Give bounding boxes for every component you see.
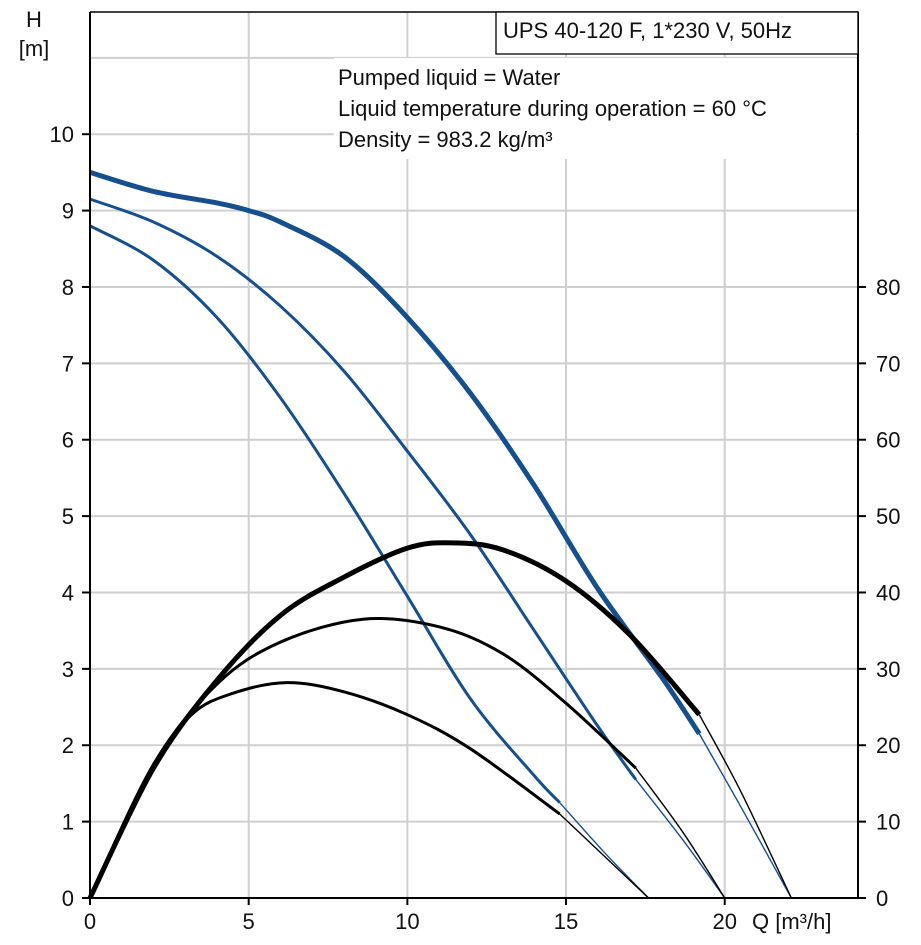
y-left-tick-label-1: 1	[62, 810, 74, 835]
y-right-tick-label-30: 30	[876, 657, 900, 682]
y-right-tick-label-70: 70	[876, 351, 900, 376]
efficiency-speed-2-extension	[635, 767, 726, 899]
x-tick-label-10: 10	[395, 909, 419, 934]
chart-title: UPS 40-120 F, 1*230 V, 50Hz	[503, 18, 792, 43]
y-axis-label-symbol: H	[26, 7, 42, 32]
y-left-tick-label-5: 5	[62, 504, 74, 529]
head-curve-speed-1	[89, 224, 561, 804]
y-left-tick-label-2: 2	[62, 733, 74, 758]
y-right-tick-label-60: 60	[876, 428, 900, 453]
y-right-tick-label-40: 40	[876, 580, 900, 605]
axes-frame	[82, 11, 866, 905]
head-curve-speed-2-extension	[635, 779, 726, 899]
title-box-border	[495, 11, 859, 55]
y-right-tick-label-0: 0	[876, 886, 888, 911]
y-right-tick-label-10: 10	[876, 810, 900, 835]
y-left-tick-label-7: 7	[62, 351, 74, 376]
info-density: Density = 983.2 kg/m³	[338, 127, 553, 152]
y-left-tick-label-10: 10	[50, 122, 74, 147]
y-left-tick-label-3: 3	[62, 657, 74, 682]
x-tick-label-20: 20	[712, 909, 736, 934]
x-tick-label-0: 0	[84, 909, 96, 934]
curves	[87, 170, 792, 900]
y-left-tick-label-8: 8	[62, 275, 74, 300]
tick-labels: 0 5 10 15 20 0 1 2 3 4 5 6 7 8 9 10 0 10 20 30 40 50 60 70 80	[50, 122, 901, 934]
head-curve-speed-2	[89, 197, 638, 781]
info-liquid-temperature: Liquid temperature during operation = 60…	[338, 96, 767, 121]
y-left-tick-label-0: 0	[62, 886, 74, 911]
liquid-info-box: Pumped liquid = Water Liquid temperature…	[334, 58, 856, 159]
y-right-tick-label-50: 50	[876, 504, 900, 529]
efficiency-speed-1	[88, 681, 561, 899]
info-pumped-liquid: Pumped liquid = Water	[338, 65, 560, 90]
y-left-tick-label-9: 9	[62, 199, 74, 224]
y-left-tick-label-4: 4	[62, 580, 74, 605]
y-left-tick-label-6: 6	[62, 428, 74, 453]
efficiency-speed-1-extension	[559, 813, 650, 899]
liquid-info-background	[334, 58, 856, 159]
head-curve-speed-3-extension	[698, 733, 792, 899]
y-axis-label-unit: [m]	[19, 36, 50, 61]
head-curve-speed-3	[89, 170, 702, 736]
y-right-tick-label-80: 80	[876, 275, 900, 300]
efficiency-speed-2	[88, 616, 637, 899]
y-right-tick-label-20: 20	[876, 733, 900, 758]
x-tick-label-5: 5	[243, 909, 255, 934]
efficiency-speed-3-extension	[698, 714, 792, 899]
x-axis-label: Q [m³/h]	[752, 909, 831, 934]
title-box: UPS 40-120 F, 1*230 V, 50Hz	[495, 11, 859, 55]
grid	[90, 12, 858, 898]
x-tick-label-15: 15	[554, 909, 578, 934]
